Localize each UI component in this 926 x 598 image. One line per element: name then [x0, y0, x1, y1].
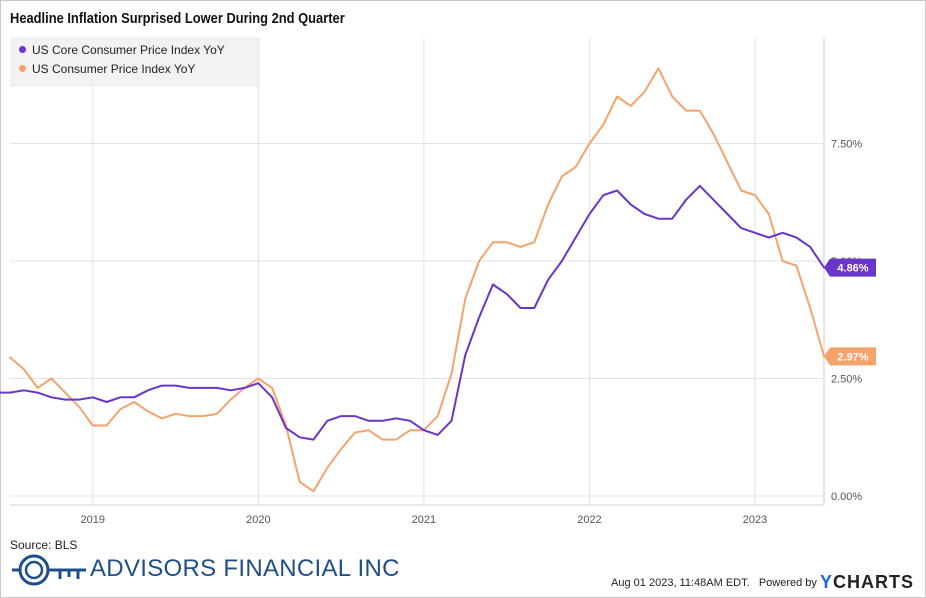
legend-marker-core-cpi: [19, 46, 26, 53]
source-note: Source: BLS: [10, 538, 78, 552]
brand-name: ADVISORS FINANCIAL INC: [90, 555, 400, 582]
y-tick-label: 2.50%: [831, 374, 862, 386]
x-tick-label: 2023: [743, 514, 767, 526]
legend-label-core-cpi: US Core Consumer Price Index YoY: [32, 43, 225, 57]
x-tick-label: 2022: [577, 514, 601, 526]
key-logo-icon: [12, 554, 86, 586]
legend-label-cpi: US Consumer Price Index YoY: [32, 62, 196, 76]
ycharts-logo-y: Y: [819, 572, 833, 592]
end-value-label-1: 2.97%: [837, 351, 868, 363]
timestamp: Aug 01 2023, 11:48AM EDT.: [611, 577, 750, 589]
y-tick-label: 7.50%: [831, 139, 862, 151]
legend-item-cpi: US Consumer Price Index YoY: [19, 62, 195, 76]
end-value-badge-0: [824, 258, 876, 277]
x-tick-label: 2019: [81, 514, 105, 526]
ycharts-logo-rest: CHARTS: [833, 572, 914, 592]
footer: Aug 01 2023, 11:48AM EDT. Powered by YCH…: [611, 572, 914, 593]
ycharts-logo[interactable]: YCHARTS: [820, 572, 914, 592]
brand-logo: ADVISORS FINANCIAL INC: [12, 552, 399, 588]
x-tick-label: 2020: [246, 514, 270, 526]
series-line-0: [0, 184, 825, 441]
powered-by-label: Powered by: [758, 577, 817, 589]
legend-marker-cpi: [19, 65, 26, 72]
end-value-badge-1: [824, 347, 876, 366]
x-tick-label: 2021: [412, 514, 436, 526]
legend: US Core Consumer Price Index YoY US Cons…: [10, 37, 260, 87]
legend-item-core-cpi: US Core Consumer Price Index YoY: [19, 43, 225, 57]
chart-title: Headline Inflation Surprised Lower Durin…: [10, 10, 345, 27]
y-tick-label: 0.00%: [831, 491, 862, 503]
end-value-label-0: 4.86%: [837, 263, 868, 275]
series-line-1: [9, 67, 825, 493]
